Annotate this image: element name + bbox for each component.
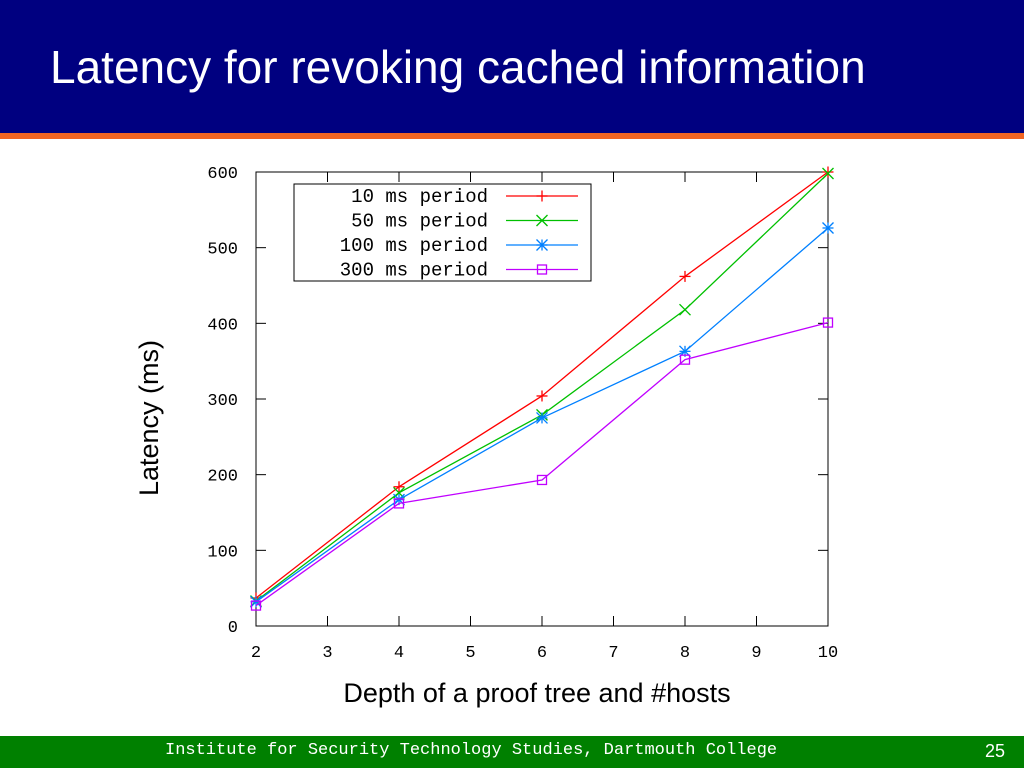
- x-tick-label: 4: [394, 644, 404, 663]
- data-point: [536, 390, 548, 402]
- data-point: [822, 317, 834, 328]
- legend-label: 10 ms period: [351, 186, 488, 208]
- title-bar: [0, 0, 1024, 133]
- legend-marker: [536, 264, 548, 275]
- y-tick-label: 0: [228, 619, 238, 638]
- legend-label: 50 ms period: [351, 211, 488, 233]
- y-tick-label: 500: [207, 241, 238, 260]
- marker-stroke: [822, 317, 834, 328]
- marker-stroke: [679, 303, 691, 316]
- marker-stroke: [536, 411, 548, 424]
- accent-divider: [0, 133, 1024, 139]
- slide-title: Latency for revoking cached information: [50, 41, 866, 93]
- legend-marker: [536, 239, 548, 251]
- marker-stroke: [822, 222, 834, 234]
- data-point: [822, 166, 834, 178]
- data-point: [679, 303, 691, 316]
- x-tick-label: 3: [322, 644, 332, 663]
- x-axis-label: Depth of a proof tree and #hosts: [343, 678, 730, 708]
- legend-label: 100 ms period: [340, 235, 488, 257]
- x-tick-label: 8: [680, 644, 690, 663]
- legend-label: 300 ms period: [340, 260, 488, 282]
- series-4: [250, 317, 834, 611]
- data-point: [822, 222, 834, 234]
- x-tick-label: 2: [251, 644, 261, 663]
- data-point: [250, 595, 262, 608]
- data-point: [393, 481, 405, 493]
- latency-chart: 0 100 200 300 400 500 600 2 3 4 5 6 7 8 9 10 Depth of a …: [134, 165, 838, 708]
- marker-stroke: [822, 167, 834, 180]
- marker-stroke: [679, 354, 691, 365]
- marker-stroke: [393, 498, 405, 509]
- marker-stroke: [536, 474, 548, 486]
- x-tick-label: 7: [608, 644, 618, 663]
- marker-stroke: [393, 493, 405, 506]
- data-point: [679, 354, 691, 365]
- series-line: [255, 321, 829, 607]
- marker-stroke: [536, 214, 548, 227]
- legend-marker: [536, 190, 548, 202]
- data-point: [822, 167, 834, 180]
- x-tick-label: 10: [818, 644, 838, 663]
- x-tick-label: 5: [465, 644, 475, 663]
- marker-stroke: [250, 595, 262, 608]
- data-point: [536, 474, 548, 486]
- y-tick-label: 200: [207, 468, 238, 487]
- marker-stroke: [536, 264, 548, 275]
- y-tick-label: 600: [207, 165, 238, 184]
- axes: 0 100 200 300 400 500 600 2 3 4 5 6 7 8 9 10 Depth of a …: [134, 165, 838, 708]
- data-point: [250, 600, 262, 611]
- y-tick-label: 400: [207, 316, 238, 335]
- marker-stroke: [250, 600, 262, 611]
- y-tick-label: 100: [207, 543, 238, 562]
- series-3: [250, 222, 834, 608]
- x-tick-label: 6: [537, 644, 547, 663]
- data-point: [536, 411, 548, 424]
- page-number: 25: [985, 741, 1006, 761]
- legend-marker: [536, 214, 548, 227]
- data-point: [679, 270, 691, 282]
- y-tick-label: 300: [207, 392, 238, 411]
- series-group: [250, 166, 834, 611]
- footer-bar: [0, 736, 1024, 768]
- footer-institution: Institute for Security Technology Studie…: [165, 741, 778, 760]
- y-axis-label: Latency (ms): [134, 340, 164, 496]
- data-point: [393, 498, 405, 509]
- x-tick-label: 9: [751, 644, 761, 663]
- marker-stroke: [536, 239, 548, 251]
